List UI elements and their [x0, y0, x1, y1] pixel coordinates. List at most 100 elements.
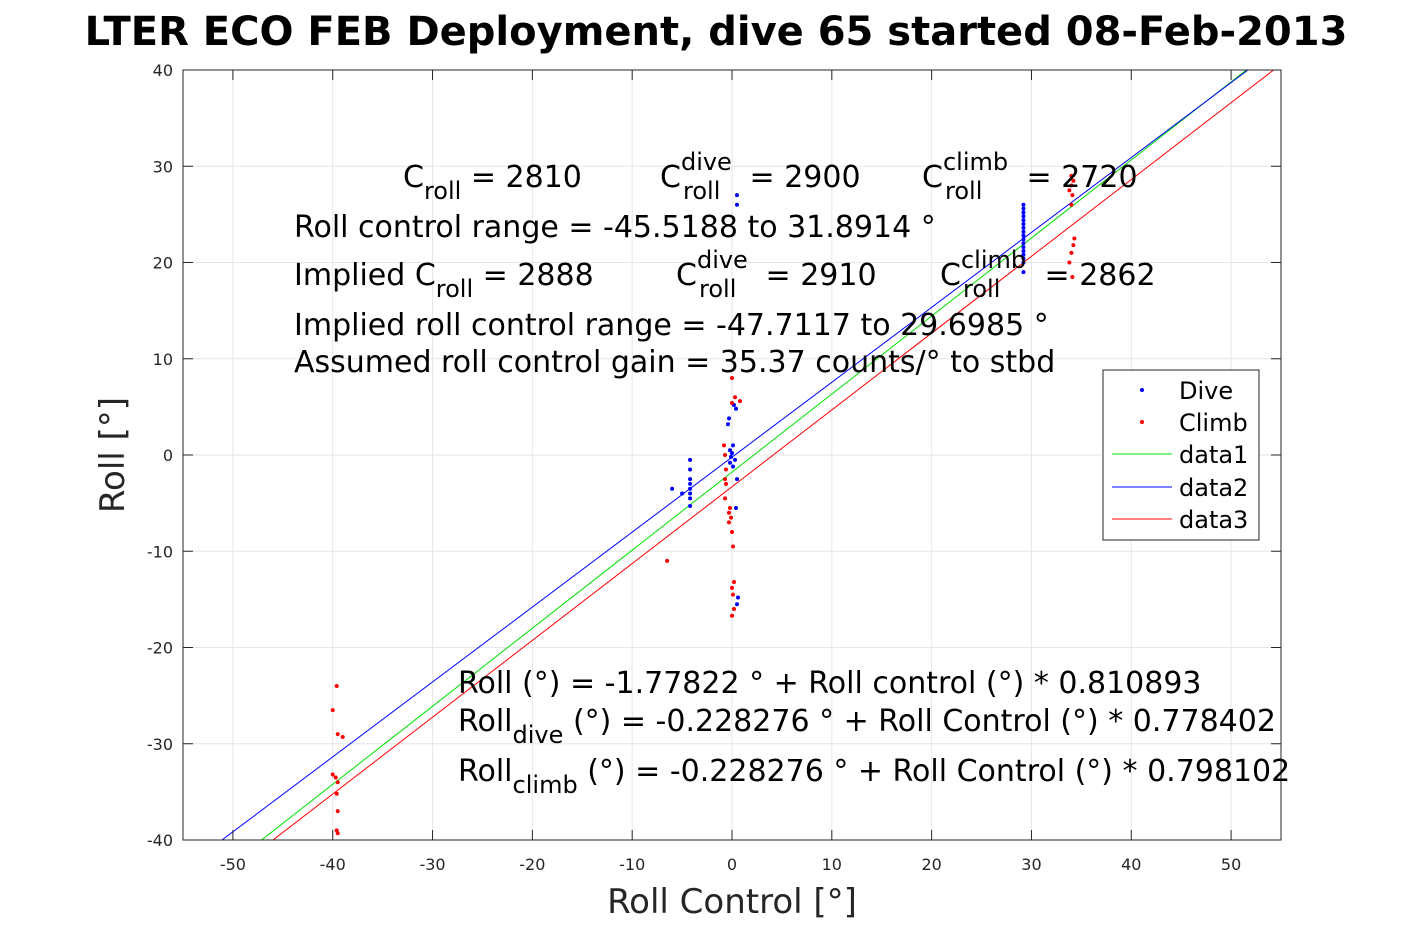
- point-climb: [732, 395, 737, 400]
- legend-label-climb: Climb: [1179, 409, 1248, 437]
- x-tick-label: -50: [220, 855, 246, 874]
- point-climb: [1069, 250, 1074, 255]
- point-dive: [735, 595, 740, 600]
- point-climb: [1072, 236, 1077, 241]
- point-climb: [731, 580, 736, 585]
- point-dive: [688, 496, 693, 501]
- implied-c-roll-dive-annotation: Cdive roll = 2910: [676, 246, 877, 303]
- point-climb: [1071, 243, 1076, 248]
- legend-label-data3: data3: [1179, 506, 1248, 534]
- point-dive: [688, 457, 693, 462]
- y-tick-label: 20: [153, 254, 173, 273]
- data-points: [330, 173, 1077, 836]
- point-dive: [1021, 229, 1026, 234]
- point-climb: [724, 467, 729, 472]
- c-roll-dive-annotation: Cdive roll = 2900: [660, 148, 861, 205]
- point-climb: [330, 772, 335, 777]
- x-tick-label: 20: [921, 855, 941, 874]
- point-dive: [1021, 256, 1026, 261]
- point-climb: [730, 613, 734, 618]
- chart-title: LTER ECO FEB Deployment, dive 65 started…: [85, 9, 1348, 55]
- point-dive: [1021, 233, 1026, 238]
- legend-label-data2: data2: [1179, 474, 1248, 502]
- legend-label-dive: Dive: [1179, 377, 1233, 405]
- fit-line-data1: [260, 70, 1248, 840]
- point-dive: [1021, 260, 1026, 265]
- point-climb: [724, 481, 729, 486]
- implied-c-roll-climb-annotation: Cclimb roll = 2862: [940, 246, 1156, 303]
- point-climb: [1069, 202, 1074, 207]
- y-tick-label: 0: [163, 446, 173, 465]
- y-tick-label: -10: [147, 542, 173, 561]
- point-climb: [723, 453, 728, 457]
- point-dive: [688, 467, 693, 472]
- point-dive: [730, 464, 735, 469]
- point-climb: [335, 732, 340, 737]
- point-climb: [665, 558, 670, 563]
- y-axis-label: Roll [°]: [93, 397, 133, 513]
- roll-control-gain: Assumed roll control gain = 35.37 counts…: [294, 345, 1055, 380]
- x-tick-label: 30: [1021, 855, 1041, 874]
- x-tick-label: -20: [519, 855, 545, 874]
- point-dive: [1021, 210, 1026, 215]
- point-dive: [1021, 248, 1026, 253]
- fit-equation-climb: Rollclimb (°) = -0.228276 ° + Roll Contr…: [458, 754, 1290, 799]
- y-tick-label: 10: [153, 350, 173, 369]
- point-dive: [727, 416, 732, 421]
- point-dive: [1021, 270, 1026, 275]
- point-dive: [680, 491, 685, 496]
- y-tick-label: 40: [153, 61, 173, 80]
- legend-label-data1: data1: [1179, 441, 1248, 469]
- point-climb: [1067, 188, 1072, 193]
- legend: Dive Climb data1 data2 data3: [1102, 369, 1260, 541]
- point-climb: [728, 505, 733, 510]
- point-dive: [688, 486, 693, 491]
- point-dive: [688, 477, 693, 482]
- point-climb: [1070, 274, 1075, 279]
- implied-c-roll-annotation: Implied Croll = 2888: [294, 258, 594, 303]
- point-climb: [1069, 183, 1074, 188]
- x-tick-label: 0: [727, 855, 737, 874]
- point-climb: [722, 443, 727, 448]
- point-dive: [728, 448, 733, 453]
- fit-line-data3: [272, 70, 1275, 840]
- point-dive: [688, 491, 693, 496]
- annotations: Croll = 2810 Cdive roll = 2900 Cclimb roll…: [294, 148, 1290, 799]
- point-climb: [731, 607, 736, 611]
- point-dive: [1021, 214, 1026, 219]
- point-dive: [728, 460, 733, 465]
- c-roll-climb-annotation: Cclimb roll = 2720: [922, 148, 1138, 205]
- point-dive: [732, 457, 737, 462]
- y-tick-label: 30: [153, 157, 173, 176]
- point-climb: [340, 735, 345, 740]
- point-climb: [330, 708, 335, 713]
- point-climb: [727, 520, 732, 525]
- x-tick-label: 40: [1121, 855, 1141, 874]
- y-tick-label: -30: [147, 735, 173, 754]
- point-climb: [1071, 178, 1076, 183]
- point-climb: [730, 401, 734, 406]
- point-climb: [723, 477, 728, 482]
- point-dive: [1021, 202, 1026, 207]
- point-climb: [723, 496, 728, 501]
- point-dive: [1021, 245, 1026, 250]
- point-climb: [334, 684, 339, 688]
- point-dive: [734, 193, 739, 198]
- point-dive: [1021, 241, 1026, 246]
- point-dive: [1021, 237, 1026, 242]
- point-climb: [737, 399, 742, 404]
- point-dive: [688, 481, 693, 486]
- legend-box: [1102, 369, 1260, 541]
- point-climb: [730, 530, 734, 534]
- point-dive: [734, 202, 739, 207]
- point-dive: [730, 451, 734, 456]
- point-dive: [734, 602, 739, 607]
- point-dive: [733, 406, 738, 411]
- fit-equation-overall: Roll (°) = -1.77822 ° + Roll control (°)…: [458, 666, 1202, 701]
- y-tick-label: -40: [147, 831, 173, 850]
- point-climb: [730, 585, 734, 590]
- c-roll-annotation: Croll = 2810: [403, 160, 582, 205]
- axis-ticks: -50 -40 -30 -20 -10 0 10 20 30 40 50 -40 -30 -20 -10 0 1…: [147, 61, 1281, 874]
- point-dive: [733, 505, 738, 510]
